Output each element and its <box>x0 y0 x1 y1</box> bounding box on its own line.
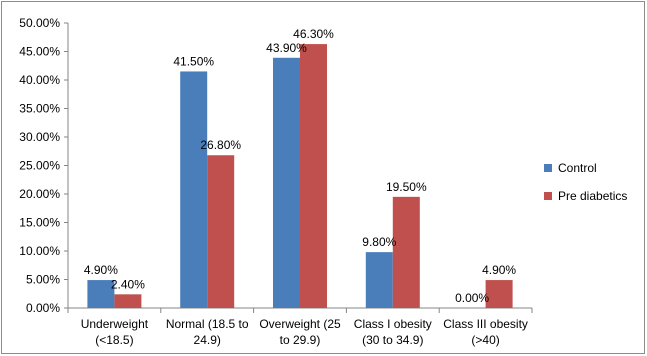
y-tick-label: 0.00% <box>26 301 60 315</box>
bar-control <box>87 280 115 308</box>
y-tick-label: 10.00% <box>19 244 60 258</box>
x-tick-label: Class III obesity (>40) <box>443 317 528 347</box>
bar-pre-diabetics <box>485 280 513 308</box>
y-tick-label: 15.00% <box>19 216 60 230</box>
bar-pre-diabetics <box>207 155 235 308</box>
x-tick-label: Underweight (<18.5) <box>81 317 149 347</box>
bar-pre-diabetics <box>300 44 327 309</box>
y-tick-label: 5.00% <box>26 273 60 287</box>
data-label: 0.00% <box>455 291 489 305</box>
legend-swatch <box>544 192 552 200</box>
data-label: 46.30% <box>293 27 334 41</box>
x-tick-label: Normal (18.5 to 24.9) <box>166 317 249 347</box>
x-tick-label: Class I obesity (30 to 34.9) <box>354 317 432 347</box>
bar-control <box>180 71 208 308</box>
legend-label: Control <box>558 161 597 175</box>
y-tick-label: 30.00% <box>19 130 60 144</box>
legend-swatch <box>544 164 552 172</box>
bars <box>87 44 513 309</box>
y-tick-label: 25.00% <box>19 159 60 173</box>
legend: Control Pre diabetics <box>544 161 627 203</box>
x-tick-label: Overweight (25 to 29.9) <box>259 317 341 347</box>
bar-pre-diabetics <box>114 294 142 308</box>
data-label: 26.80% <box>200 138 241 152</box>
legend-label: Pre diabetics <box>558 189 627 203</box>
data-label: 41.50% <box>173 54 214 68</box>
data-labels: 4.90% 41.50% 43.90% 9.80% 0.00% 2.40% 26.80% 46… <box>84 27 517 305</box>
y-tick-label: 50.00% <box>19 16 60 30</box>
data-label: 43.90% <box>266 41 307 55</box>
x-tick-labels: Underweight (<18.5) Normal (18.5 to 24.9) Ov… <box>81 317 528 347</box>
data-label: 4.90% <box>84 263 118 277</box>
data-label: 2.40% <box>111 277 145 291</box>
bar-pre-diabetics <box>392 196 420 308</box>
data-label: 19.50% <box>386 180 427 194</box>
bar-control <box>273 57 300 308</box>
data-label: 9.80% <box>362 235 396 249</box>
y-tick-label: 20.00% <box>19 187 60 201</box>
y-tick-label: 45.00% <box>19 45 60 59</box>
y-tick-labels: 0.00% 5.00% 10.00% 15.00% 20.00% 25.00% 30.00%… <box>19 16 68 315</box>
bar-control <box>365 252 393 308</box>
y-tick-label: 35.00% <box>19 102 60 116</box>
data-label: 4.90% <box>482 263 516 277</box>
y-tick-label: 40.00% <box>19 73 60 87</box>
